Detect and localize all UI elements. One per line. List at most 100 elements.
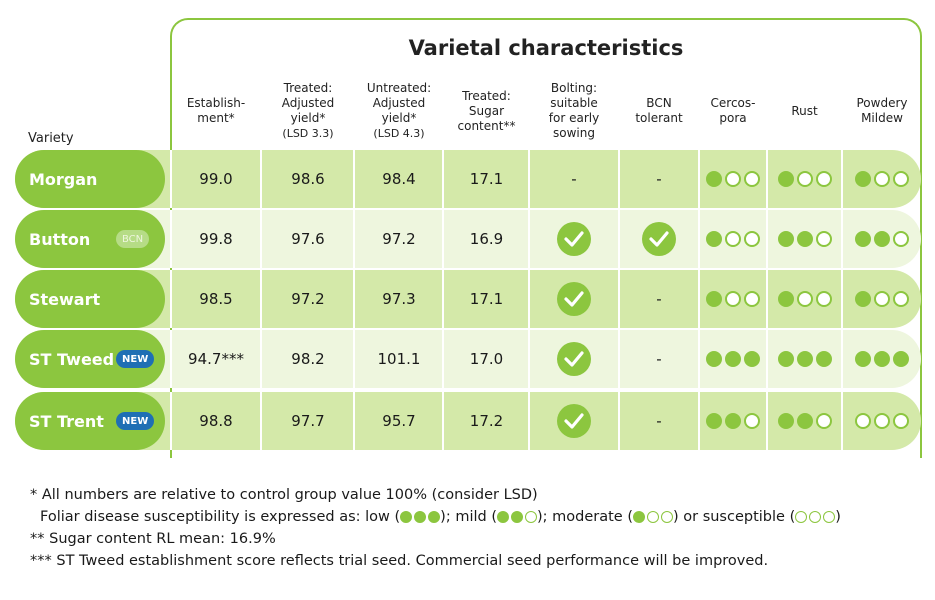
column-separator	[528, 330, 530, 388]
column-separator	[841, 210, 843, 268]
table-row	[15, 270, 921, 328]
column-separator	[170, 210, 172, 268]
rating-dot	[815, 351, 832, 367]
cell-rust	[768, 330, 841, 388]
mild-scale-dots	[496, 511, 537, 523]
rating-dot	[744, 171, 760, 187]
cell-cercospora	[700, 270, 766, 328]
column-separator	[260, 150, 262, 208]
cercospora-rating-dots	[706, 413, 760, 429]
rating-dot	[744, 291, 760, 307]
rating-dot	[815, 171, 832, 187]
column-separator	[766, 270, 768, 328]
cell-establishment: 98.8	[199, 412, 233, 430]
cell-sugar: 17.1	[469, 290, 504, 308]
cell-untreated-yield: 98.4	[382, 170, 416, 188]
cell-cercospora	[700, 330, 766, 388]
column-header-5: Bolting: suitable for early sowing	[548, 81, 600, 140]
column-separator	[528, 270, 530, 328]
column-separator	[841, 270, 843, 328]
rating-dot	[725, 351, 741, 367]
cell-cercospora	[700, 392, 766, 450]
cell-cercospora	[700, 210, 766, 268]
column-separator	[528, 150, 530, 208]
mildew-rating-dots	[855, 291, 909, 307]
rating-dot	[874, 231, 890, 247]
rating-dot	[725, 231, 741, 247]
cell-sugar: 16.9	[469, 230, 504, 248]
cell-untreated-yield: 95.7	[382, 412, 416, 430]
cell-establishment: 98.5	[199, 290, 233, 308]
rating-dot	[725, 413, 741, 429]
rating-dot	[855, 413, 871, 429]
cell-treated-yield: 98.2	[291, 350, 325, 368]
rating-dot	[874, 351, 890, 367]
column-separator	[353, 330, 355, 388]
cell-bcn: -	[656, 290, 662, 308]
cell-untreated-yield: 101.1	[377, 350, 421, 368]
rating-dot	[706, 291, 722, 307]
cell-untreated-yield: 97.3	[382, 290, 416, 308]
column-header-4: Treated: Sugar content**	[457, 88, 516, 133]
column-separator	[170, 150, 172, 208]
cell-treated-yield: 97.6	[291, 230, 325, 248]
rating-dot	[777, 351, 794, 367]
rust-rating-dots	[777, 291, 832, 307]
cell-bolting	[530, 392, 618, 450]
column-separator	[841, 392, 843, 450]
mildew-rating-dots	[855, 351, 909, 367]
cell-treated-yield: 97.7	[291, 412, 325, 430]
cell-treated-yield: 98.6	[291, 170, 325, 188]
column-separator	[260, 210, 262, 268]
mildew-rating-dots	[855, 171, 909, 187]
cercospora-rating-dots	[706, 351, 760, 367]
column-separator	[353, 210, 355, 268]
cell-untreated-yield: 97.2	[382, 230, 416, 248]
rating-dot	[893, 171, 909, 187]
rating-dot	[796, 351, 813, 367]
column-separator	[618, 330, 620, 388]
mildew-rating-dots	[855, 413, 909, 429]
check-icon	[557, 342, 591, 376]
rating-dot	[893, 351, 909, 367]
column-separator	[618, 210, 620, 268]
column-separator	[766, 330, 768, 388]
cercospora-rating-dots	[706, 171, 760, 187]
column-separator	[698, 150, 700, 208]
rating-dot	[855, 171, 871, 187]
cell-treated-yield: 97.2	[291, 290, 325, 308]
cell-bolting: -	[571, 170, 577, 188]
column-separator	[353, 392, 355, 450]
rating-dot	[815, 413, 832, 429]
column-separator	[442, 210, 444, 268]
rating-dot	[815, 291, 832, 307]
cercospora-rating-dots	[706, 231, 760, 247]
column-separator	[170, 330, 172, 388]
column-separator	[698, 392, 700, 450]
cell-sugar: 17.2	[469, 412, 504, 430]
cell-bcn	[620, 210, 698, 268]
footnote-3: *** ST Tweed establishment score reflect…	[30, 553, 769, 569]
rating-dot	[744, 231, 760, 247]
column-separator	[442, 330, 444, 388]
cell-mildew	[843, 150, 921, 208]
rating-dot	[874, 413, 890, 429]
cell-mildew	[843, 270, 921, 328]
check-icon	[557, 282, 591, 316]
column-separator	[618, 270, 620, 328]
cell-establishment: 99.0	[199, 170, 233, 188]
rating-dot	[796, 413, 813, 429]
table-title: Varietal characteristics	[408, 36, 684, 60]
cell-rust	[768, 392, 841, 450]
column-separator	[618, 150, 620, 208]
table-row	[15, 330, 921, 388]
cell-cercospora	[700, 150, 766, 208]
cell-sugar: 17.0	[469, 350, 504, 368]
column-separator	[766, 210, 768, 268]
susceptible-scale-dots	[795, 511, 836, 523]
rating-dot	[777, 231, 794, 247]
table-row	[15, 392, 921, 450]
rust-rating-dots	[777, 413, 832, 429]
footnote-1: * All numbers are relative to control gr…	[30, 487, 538, 503]
check-icon	[642, 222, 676, 256]
